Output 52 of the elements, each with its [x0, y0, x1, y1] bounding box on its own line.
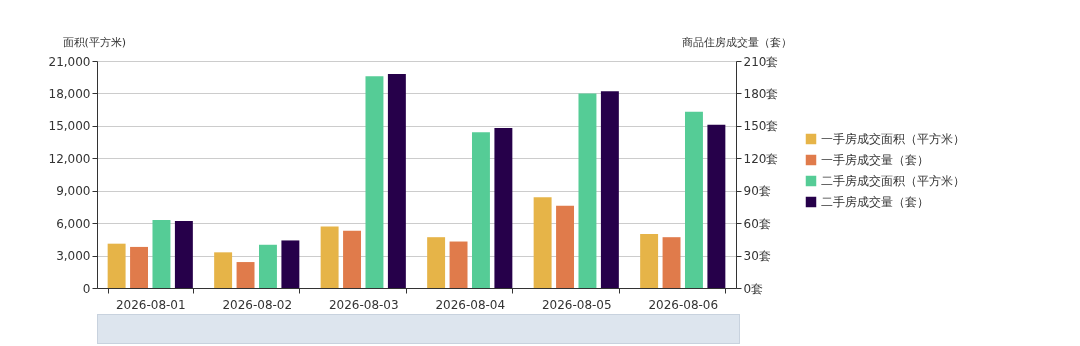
- bar: [533, 197, 552, 288]
- y2-tick-label: 150套: [743, 119, 779, 134]
- x-tick-label: 2026-08-03: [328, 297, 399, 312]
- bar: [174, 220, 193, 288]
- bar: [281, 240, 300, 288]
- y-tick-label: 6,000: [56, 216, 91, 231]
- bar: [684, 111, 703, 288]
- y2-tick-label: 120套: [743, 151, 779, 166]
- bar: [320, 226, 339, 288]
- legend-label: 二手房成交面积（平方米）: [821, 174, 965, 188]
- legend-label: 一手房成交面积（平方米）: [821, 132, 965, 146]
- y-tick-label: 12,000: [48, 151, 91, 166]
- y-tick-label: 0: [82, 281, 91, 296]
- bar: [152, 219, 171, 288]
- bar: [365, 76, 384, 288]
- bar: [214, 252, 233, 288]
- bar: [578, 93, 597, 288]
- x-tick-label: 2026-08-01: [115, 297, 186, 312]
- bar: [387, 73, 406, 288]
- bar: [471, 132, 490, 288]
- x-tick-label: 2026-08-05: [541, 297, 612, 312]
- bar: [236, 262, 255, 288]
- x-tick-label: 2026-08-06: [648, 297, 719, 312]
- x-tick-label: 2026-08-02: [222, 297, 293, 312]
- y2-tick-label: 30套: [743, 249, 771, 264]
- bar: [640, 233, 659, 288]
- y2-tick-label: 60套: [743, 216, 771, 231]
- y-axis-title: 面积(平方米): [62, 35, 127, 49]
- y-tick-label: 21,000: [48, 54, 91, 69]
- y2-tick-label: 180套: [743, 86, 779, 101]
- bar: [343, 230, 362, 288]
- y2-axis-title: 商品住房成交量（套）: [681, 35, 792, 49]
- bar: [662, 237, 681, 288]
- bar: [600, 91, 619, 288]
- y-tick-label: 15,000: [48, 119, 91, 134]
- bar: [556, 205, 575, 288]
- bar: [707, 124, 726, 288]
- y2-tick-label: 210套: [743, 54, 779, 69]
- bar: [130, 246, 149, 288]
- y2-tick-label: 90套: [743, 184, 771, 199]
- x-tick-label: 2026-08-04: [435, 297, 506, 312]
- bar: [107, 243, 126, 288]
- legend-label: 一手房成交量（套）: [821, 153, 929, 167]
- bar: [258, 244, 277, 288]
- y-tick-label: 18,000: [48, 86, 91, 101]
- y-tick-label: 3,000: [56, 249, 91, 264]
- y-tick-label: 9,000: [56, 184, 91, 199]
- legend-label: 二手房成交量（套）: [821, 195, 929, 209]
- bar: [427, 237, 446, 288]
- bar: [494, 128, 513, 288]
- y2-tick-label: 0套: [743, 281, 764, 296]
- bar: [449, 241, 468, 288]
